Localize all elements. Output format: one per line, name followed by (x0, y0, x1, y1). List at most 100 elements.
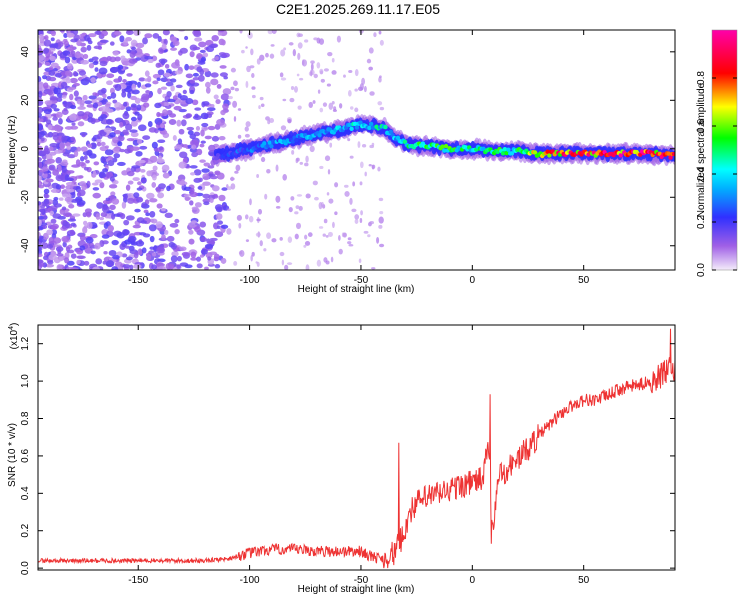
noise-speckle (189, 89, 195, 95)
noise-speckle (185, 73, 194, 79)
noise-speckle (70, 136, 76, 142)
noise-speckle (137, 113, 143, 121)
noise-speckle (125, 256, 133, 261)
noise-speckle (122, 264, 131, 269)
noise-speckle (220, 224, 229, 229)
faint-speckle (319, 165, 324, 170)
noise-speckle (122, 112, 130, 120)
noise-speckle (136, 138, 143, 145)
noise-speckle (178, 128, 185, 135)
noise-speckle (44, 145, 49, 153)
noise-speckle (121, 201, 127, 209)
y-tick-label: 40 (20, 46, 31, 58)
noise-speckle (83, 260, 90, 266)
noise-speckle (73, 82, 80, 87)
faint-speckle (310, 60, 315, 64)
noise-speckle (143, 209, 149, 214)
noise-speckle (215, 213, 223, 220)
faint-speckle (237, 134, 242, 139)
colorbar-tick-label: 0.4 (696, 167, 707, 181)
faint-speckle (349, 155, 354, 159)
faint-speckle (279, 251, 285, 257)
noise-speckle (126, 30, 132, 34)
noise-speckle (156, 203, 163, 209)
noise-speckle (201, 168, 210, 173)
faint-speckle (232, 100, 238, 108)
faint-speckle (301, 59, 308, 67)
faint-speckle (264, 193, 268, 200)
faint-speckle (361, 77, 366, 86)
noise-speckle (100, 212, 108, 218)
faint-speckle (275, 195, 281, 203)
noise-speckle (98, 172, 107, 178)
noise-speckle (121, 170, 129, 176)
noise-speckle (101, 234, 110, 239)
faint-speckle (359, 217, 363, 223)
noise-speckle (222, 88, 232, 95)
faint-speckle (347, 90, 352, 97)
faint-speckle (291, 150, 295, 155)
noise-speckle (196, 53, 203, 59)
colorbar-tick-label: 0.0 (696, 263, 707, 277)
noise-speckle (123, 193, 128, 200)
noise-speckle (74, 150, 79, 157)
noise-speckle (38, 99, 44, 106)
noise-speckle (70, 253, 77, 259)
ridge-core (369, 121, 374, 127)
noise-speckle (130, 103, 137, 108)
faint-speckle (325, 260, 330, 265)
noise-speckle (58, 117, 63, 125)
faint-speckle (319, 107, 324, 113)
noise-speckle (149, 155, 158, 163)
y-tick-label: 0.8 (20, 411, 31, 425)
faint-speckle (259, 240, 263, 247)
noise-speckle (144, 70, 150, 77)
ridge-core (638, 152, 643, 157)
noise-speckle (113, 213, 122, 217)
faint-speckle (377, 166, 381, 172)
faint-speckle (322, 102, 328, 107)
faint-speckle (256, 173, 260, 178)
noise-speckle (130, 146, 140, 151)
noise-speckle (44, 194, 50, 199)
snr-x-axis-label: Height of straight line (km) (298, 584, 415, 595)
noise-speckle (70, 50, 76, 55)
noise-speckle (125, 245, 130, 249)
faint-speckle (328, 198, 334, 204)
noise-speckle (149, 235, 155, 243)
noise-speckle (50, 218, 57, 224)
faint-speckle (318, 226, 324, 229)
noise-speckle (82, 150, 92, 156)
noise-speckle (105, 260, 115, 268)
noise-speckle (99, 39, 109, 44)
x-tick-label: 50 (578, 575, 590, 586)
noise-speckle (44, 160, 53, 165)
noise-speckle (103, 250, 108, 255)
faint-speckle (378, 216, 384, 224)
noise-speckle (199, 254, 205, 258)
faint-speckle (248, 215, 254, 223)
ridge-core (290, 139, 295, 144)
noise-speckle (79, 234, 86, 242)
noise-speckle (38, 47, 43, 55)
faint-speckle (303, 244, 307, 248)
noise-speckle (196, 263, 203, 269)
noise-speckle (67, 218, 77, 222)
noise-speckle (101, 205, 110, 213)
faint-speckle (364, 171, 367, 177)
ridge-core (265, 143, 271, 149)
faint-speckle (230, 86, 235, 91)
noise-speckle (81, 133, 86, 138)
faint-speckle (369, 91, 375, 96)
noise-speckle (45, 119, 52, 125)
noise-speckle (138, 77, 146, 82)
faint-speckle (244, 126, 249, 132)
noise-speckle (91, 182, 99, 186)
noise-speckle (145, 212, 150, 217)
noise-speckle (58, 256, 64, 262)
noise-speckle (117, 64, 124, 70)
noise-speckle (208, 194, 216, 200)
noise-speckle (174, 228, 180, 235)
noise-speckle (174, 218, 180, 224)
noise-speckle (94, 67, 99, 72)
